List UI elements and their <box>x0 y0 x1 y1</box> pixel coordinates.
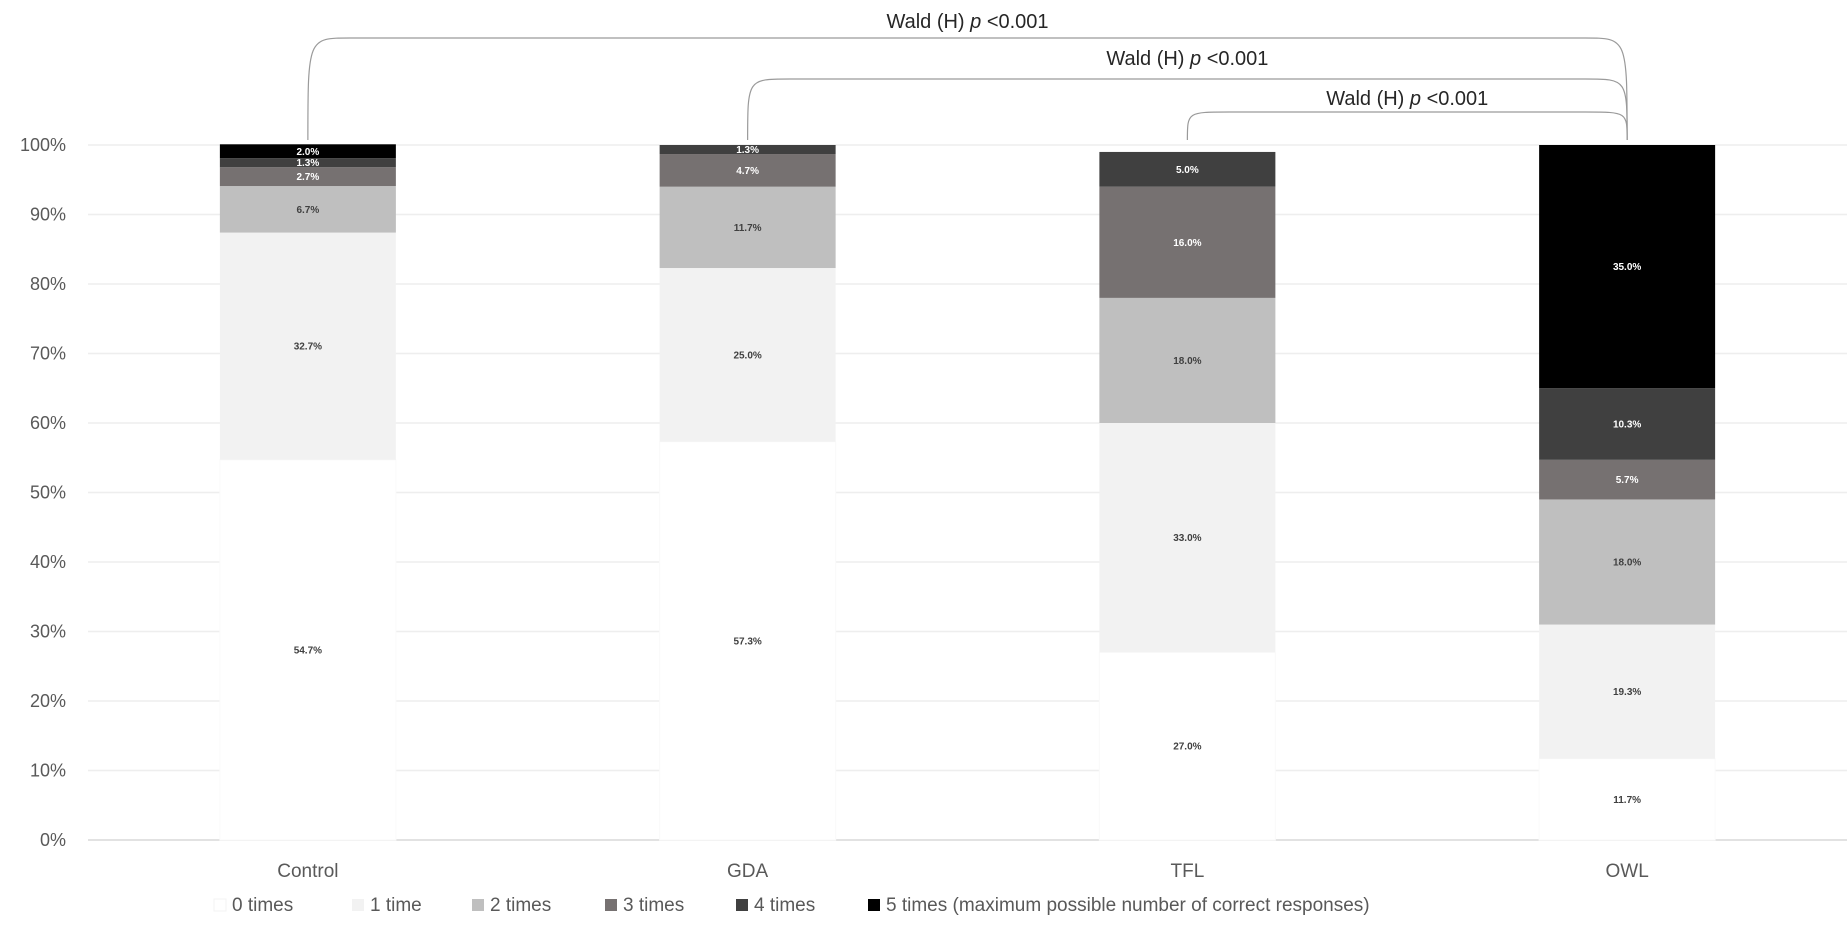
y-tick-label: 50% <box>30 483 66 503</box>
legend-label: 4 times <box>754 895 815 916</box>
bar-segment <box>219 158 396 168</box>
legend-label: 1 time <box>370 895 422 916</box>
significance-label: Wald (H) p <0.001 <box>886 11 1048 33</box>
data-label: 18.0% <box>1613 558 1641 569</box>
data-label: 1.3% <box>736 145 759 156</box>
data-label: 25.0% <box>733 350 761 361</box>
legend-swatch <box>352 899 364 911</box>
bar-segment <box>1539 145 1716 389</box>
bar-segment <box>1539 624 1716 759</box>
legend: 0 times 1 time 2 times 3 times 4 times 5 time… <box>213 895 1370 916</box>
bar-segment <box>219 167 396 187</box>
significance-bracket <box>747 78 1628 141</box>
legend-label: 3 times <box>623 895 684 916</box>
data-label: 11.7% <box>734 223 762 234</box>
y-tick-label: 30% <box>30 622 66 642</box>
bar-stack-tfl: 27.0% 33.0% 18.0% 16.0% 5.0% <box>1098 151 1276 841</box>
y-tick-label: 90% <box>30 205 66 225</box>
legend-label: 2 times <box>490 895 551 916</box>
legend-swatch <box>213 898 227 912</box>
x-tick-label: TFL <box>1170 861 1204 882</box>
bar-segment <box>219 459 397 841</box>
data-label: 4.7% <box>736 166 759 177</box>
legend-item: 3 times <box>605 895 684 916</box>
bar-stack-owl: 11.7% 19.3% 18.0% 5.7% 10.3% 35.0% <box>1538 145 1716 841</box>
bar-segment <box>1099 423 1276 653</box>
bar-segment <box>1099 297 1276 423</box>
data-label: 10.3% <box>1613 420 1641 431</box>
y-tick-label: 0% <box>40 830 66 850</box>
bar-segment <box>659 186 836 269</box>
y-tick-label: 70% <box>30 344 66 364</box>
data-label: 33.0% <box>1173 533 1201 544</box>
x-tick-label: OWL <box>1605 861 1648 882</box>
legend-swatch <box>472 899 484 911</box>
legend-item: 4 times <box>736 895 815 916</box>
y-tick-label: 10% <box>30 761 66 781</box>
bar-segment <box>1539 459 1716 500</box>
y-axis: 0% 10% 20% 30% 40% 50% 60% 70% 80% 90% 100% <box>20 135 66 850</box>
bar-segment <box>1099 186 1276 298</box>
data-label: 2.7% <box>296 172 319 183</box>
data-label: 54.7% <box>294 645 322 656</box>
bar-segment <box>219 186 396 233</box>
bar-segment <box>1539 499 1716 625</box>
bar-segment <box>659 145 836 155</box>
data-label: 35.0% <box>1613 262 1641 273</box>
data-label: 11.7% <box>1613 795 1641 806</box>
legend-swatch <box>736 899 748 911</box>
y-tick-label: 80% <box>30 274 66 294</box>
legend-item: 1 time <box>352 895 422 916</box>
bars: 54.7%32.7%6.7%2.7%1.3%2.0%57.3%25.0%11.7… <box>219 144 1716 841</box>
legend-label: 5 times (maximum possible number of corr… <box>886 895 1370 916</box>
y-tick-label: 60% <box>30 413 66 433</box>
legend-label: 0 times <box>232 895 293 916</box>
x-tick-label: Control <box>277 861 338 882</box>
x-tick-label: GDA <box>727 861 769 882</box>
bar-segment <box>1539 388 1716 460</box>
data-label: 16.0% <box>1173 238 1201 249</box>
data-label: 5.7% <box>1616 475 1639 486</box>
data-label: 32.7% <box>294 342 322 353</box>
data-label: 18.0% <box>1173 356 1201 367</box>
data-label: 2.0% <box>296 147 319 158</box>
y-tick-label: 100% <box>20 135 66 155</box>
x-axis: Control GDA TFL OWL <box>277 861 1649 882</box>
bar-stack-control: 54.7% 32.7% 6.7% 2.7% 1.3%2.0% <box>219 144 397 841</box>
significance-bracket <box>307 37 1628 141</box>
data-label: 6.7% <box>296 205 319 216</box>
data-label: 19.3% <box>1613 687 1641 698</box>
data-label: 57.3% <box>733 636 761 647</box>
bar-segment <box>1538 758 1716 841</box>
legend-item: 5 times (maximum possible number of corr… <box>868 895 1370 916</box>
data-label: 5.0% <box>1176 165 1199 176</box>
y-tick-label: 40% <box>30 552 66 572</box>
bar-segment <box>1098 651 1276 841</box>
data-label: 1.3% <box>296 158 319 169</box>
significance-label: Wald (H) p <0.001 <box>1326 88 1488 110</box>
significance-bracket <box>1186 111 1628 141</box>
bar-segment <box>1099 151 1276 187</box>
significance-annotations: Wald (H) p <0.001 Wald (H) p <0.001 Wald (… <box>307 11 1628 141</box>
significance-label: Wald (H) p <0.001 <box>1106 48 1268 70</box>
legend-swatch <box>605 899 617 911</box>
bar-segment <box>659 441 837 841</box>
legend-item: 0 times <box>213 895 293 916</box>
bar-segment <box>659 154 836 187</box>
bar-segment <box>219 144 396 159</box>
data-label: 27.0% <box>1173 742 1201 753</box>
bar-segment <box>659 268 836 442</box>
y-tick-label: 20% <box>30 691 66 711</box>
legend-swatch <box>868 899 880 911</box>
bar-stack-gda: 57.3% 25.0% 11.7% 4.7% 1.3% <box>659 145 837 841</box>
bar-segment <box>219 232 396 460</box>
legend-item: 2 times <box>472 895 551 916</box>
